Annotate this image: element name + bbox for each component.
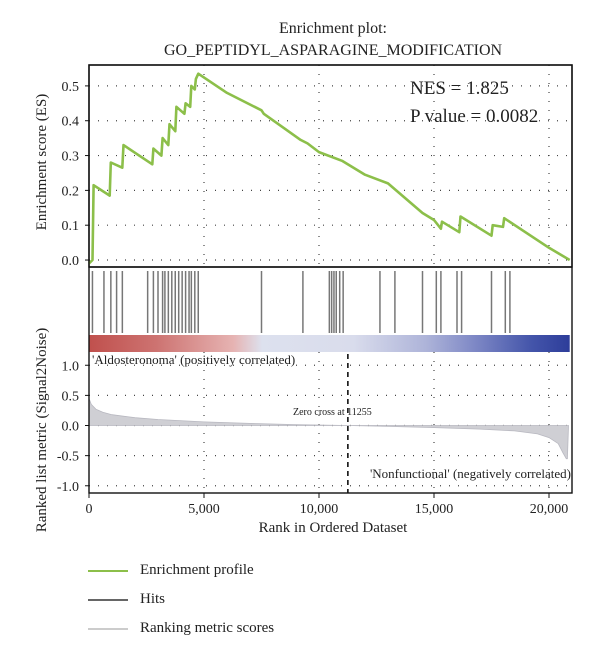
legend-swatch-ranking-metric [88,627,128,630]
negative-correlated-label: 'Nonfunctional' (negatively correlated) [370,466,571,481]
pvalue-annotation: P value = 0.0082 [410,106,538,127]
rank-y-tick-label: 1.0 [62,359,80,374]
ranked-metric-panel: -1.0 -0.5 0.0 0.5 1.0 [57,64,573,495]
correlation-color-bar [89,335,570,352]
rank-y-tick-label: -1.0 [57,480,79,495]
rank-y-tick-label: 0.0 [62,420,80,435]
x-tick-label: 15,000 [415,502,454,517]
ranked-y-axis-label: Ranked list metric (Signal2Noise) [34,328,50,533]
x-tick-label: 10,000 [300,502,339,517]
legend-label-enrichment-profile: Enrichment profile [140,562,254,578]
chart-subtitle: GO_PEPTIDYL_ASPARAGINE_MODIFICATION [164,42,503,59]
legend-label-hits: Hits [140,591,166,607]
es-y-tick-label: 0.2 [62,184,80,199]
legend-item-enrichment-profile: Enrichment profile [88,562,254,579]
legend-swatch-hits [88,598,128,601]
x-tick-label: 20,000 [530,502,569,517]
enrichment-profile-line [88,72,571,265]
hits-panel [89,271,570,352]
x-tick-label: 5,000 [188,502,220,517]
positive-correlated-label: 'Aldosteronoma' (positively correlated) [92,352,295,367]
nes-annotation: NES = 1.825 [410,78,509,99]
legend-label-ranking-metric: Ranking metric scores [140,620,275,636]
legend-item-ranking-metric: Ranking metric scores [88,620,274,637]
es-y-axis-label: Enrichment score (ES) [34,94,50,231]
x-axis: 0 5,000 10,000 15,000 20,000 [86,493,569,517]
es-y-tick-label: 0.5 [62,80,80,95]
legend-item-hits: Hits [88,591,165,608]
legend-swatch-enrichment-profile [88,569,128,572]
zero-cross-label: Zero cross at 11255 [293,407,372,418]
es-y-tick-label: 0.1 [62,219,80,234]
es-y-tick-label: 0.3 [62,150,80,165]
x-tick-label: 0 [86,502,93,517]
plot-frame [88,64,573,494]
es-y-tick-label: 0.0 [62,254,80,269]
ranking-metric-area [88,398,569,460]
chart-title: Enrichment plot: [279,20,387,37]
rank-y-tick-label: 0.5 [62,389,80,404]
rank-y-tick-label: -0.5 [57,450,79,465]
x-axis-label: Rank in Ordered Dataset [259,520,409,536]
es-y-tick-label: 0.4 [62,115,80,130]
